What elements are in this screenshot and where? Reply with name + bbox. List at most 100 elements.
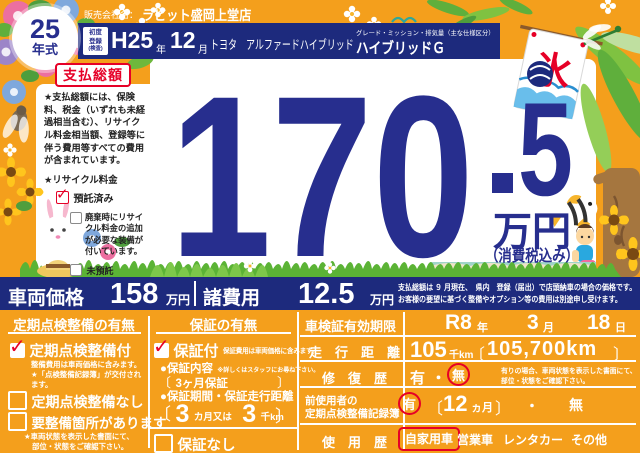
registration-month-unit: 月	[198, 45, 208, 56]
mileage-unit: 千km	[449, 350, 474, 361]
inspection-expiry-day-unit: 日	[615, 322, 626, 334]
warranty-content-note: ※詳しくはスタッフにお尋ね下さい。	[217, 368, 320, 374]
price-bar-note1: 支払総額は ９ 月現在、 県内 登録（届出）で店頭納車の場合の価格です。	[398, 283, 637, 292]
bracket-open: 〔	[469, 347, 486, 364]
bracket-close: 〕	[275, 407, 292, 426]
row-line-4	[300, 423, 636, 425]
divider-col2-col3	[297, 312, 299, 450]
row-line-2	[300, 360, 636, 362]
inspection-expiry-month-unit: 月	[543, 322, 554, 334]
warranty-with-note: 保証費用は車両価格に含みます。	[222, 348, 319, 355]
divider-col1-col2	[148, 316, 150, 448]
usage-commercial: 営業車	[457, 433, 494, 447]
recycle-additional-checkbox	[70, 212, 82, 225]
bracket-close: 〕	[495, 401, 512, 418]
warranty-column: 保証の有無 ✓ 保証付 保証費用は車両価格に含みます。 ●保証内容 ※詳しくはス…	[150, 310, 319, 453]
warranty-without-label: 保証なし	[177, 438, 236, 453]
repair-history-yes: 有	[410, 370, 426, 387]
grade-caption: グレード・ミッション・排気量（主な仕様区分）	[356, 30, 495, 37]
repair-history-no: 無	[451, 368, 465, 383]
badge-line2: 登録	[89, 37, 102, 45]
check-icon: ✓	[9, 336, 26, 358]
fees-unit: 万円	[370, 293, 395, 307]
recycle-fee-title: ★リサイクル料金	[44, 174, 118, 186]
price-breakdown-bar: 車両価格 158 万円 諸費用 12.5 万円 支払総額は ９ 月現在、 県内 …	[0, 277, 640, 310]
bracket-close: 〕	[613, 347, 630, 364]
total-payment-label-box: 支払総額	[55, 63, 131, 87]
dealer-line: 販売会社名： ラビット盛岡上堂店	[84, 4, 264, 25]
repair-history-no-circle: 無	[447, 363, 470, 386]
price-decimal-point	[492, 173, 513, 193]
usage-private-box: 自家用車	[398, 427, 461, 451]
total-payment-label: 支払総額	[63, 67, 123, 83]
vehicle-price-label: 車両価格	[8, 288, 85, 309]
badge-line1: 初度	[89, 29, 102, 36]
record-book-label-line1: 前使用者の	[305, 395, 358, 407]
recycle-not-deposited-label: 未預託	[86, 265, 114, 276]
record-book-dot: ・	[525, 398, 539, 414]
row-line-3	[300, 386, 636, 388]
registration-year: H25	[111, 27, 154, 53]
model-year-suffix: 年式	[31, 42, 58, 57]
bar-divider	[194, 281, 196, 306]
dealer-name: ラビット盛岡上堂店	[142, 8, 252, 23]
check-icon: ✓	[153, 336, 170, 358]
warranty-without-checkbox	[154, 434, 173, 453]
total-price: 170 5 万円 （消費税込み）	[170, 60, 579, 272]
bracket-open: 〔	[154, 405, 171, 424]
model-year-number: 25	[29, 14, 61, 44]
maintenance-title-underline	[8, 332, 141, 334]
total-payment-note: ★支払総額には、保険料、税金（いずれも未経過相当含む）、リサイクル料金相当額、登…	[44, 92, 146, 166]
row-line-1	[300, 335, 636, 337]
mileage-exact: 105,700km	[487, 338, 598, 360]
detail-table: 車検証有効期限 R8 年 3 月 18 日 走 行 距 離 105 千km 〔 …	[297, 310, 640, 453]
warranty-content-label: ●保証内容	[160, 363, 213, 375]
maker-model: トヨタ アルファードハイブリッド	[210, 34, 354, 53]
price-bar-note2: お客様の要望に基づく整備やオプション等の費用は別途申し受けます。	[398, 295, 622, 304]
usage-history-label: 使 用 歴	[322, 435, 388, 450]
registration-month: 12	[170, 27, 196, 53]
sunflowers-right	[599, 205, 640, 271]
maintenance-with-note2: ★「点検整備記録簿」が交付されます。	[31, 370, 142, 389]
maintenance-needed-label: 要整備箇所があります	[31, 416, 167, 431]
vehicle-price-unit: 万円	[166, 293, 191, 307]
repair-history-note2: 部位・状態をご確認下さい。	[501, 378, 590, 385]
cicada-icon	[2, 105, 29, 143]
maintenance-with-label: 定期点検整備付	[29, 344, 131, 360]
record-book-months: 12	[443, 391, 468, 416]
warranty-title-underline	[156, 332, 291, 334]
usage-private: 自家用車	[405, 432, 454, 446]
warranty-title: 保証の有無	[189, 318, 258, 333]
recycle-deposited-label: 預託済み	[73, 194, 114, 206]
maintenance-needed-note1: ★車両状態を表示した書面にて、	[24, 432, 134, 441]
usage-rental: レンタカー	[503, 433, 564, 447]
inspection-expiry-day: 18	[587, 311, 611, 334]
model-name: アルファードハイブリッド	[246, 38, 354, 52]
recycle-deposited-checkbox: ✓	[56, 186, 69, 205]
record-book-yes: 有	[402, 397, 416, 412]
record-book-no: 無	[569, 397, 583, 413]
maintenance-needed-note2: 部位・状態をご確認下さい。	[32, 442, 129, 451]
warranty-divider	[150, 427, 297, 429]
repair-history-dot: ・	[431, 370, 447, 387]
recycle-not-deposited-checkbox	[70, 263, 82, 276]
fees-value: 12.5	[298, 278, 355, 310]
repair-history-note1: 有りの場合、車両状態を表示した書面にて、	[501, 368, 637, 375]
warranty-with-checkbox: ✓	[153, 336, 170, 358]
first-registration-badge: 初度 登録 (検査)	[83, 27, 108, 55]
dealer-label: 販売会社名：	[84, 10, 139, 20]
registration-year-unit: 年	[156, 45, 166, 56]
price-tax-note: （消費税込み）	[485, 246, 579, 265]
bracket-open: 〔	[158, 375, 172, 390]
check-icon: ✓	[56, 186, 69, 204]
price-amount-decimal: 5	[518, 76, 573, 224]
recycle-additional-label: 廃棄時にリサイクル料金の追加が必要な装備が付いています。	[85, 212, 144, 256]
maker-name: トヨタ	[210, 38, 238, 52]
warranty-period-months-unit: カ月又は	[193, 412, 232, 423]
warranty-period-km: 3	[242, 400, 257, 428]
warranty-period-months: 3	[175, 400, 190, 428]
warranty-period-km-unit: 千km	[260, 412, 284, 423]
fees-label: 諸費用	[203, 288, 261, 309]
maintenance-with-note1: 整備費用は車両価格に含みます。	[31, 360, 142, 369]
